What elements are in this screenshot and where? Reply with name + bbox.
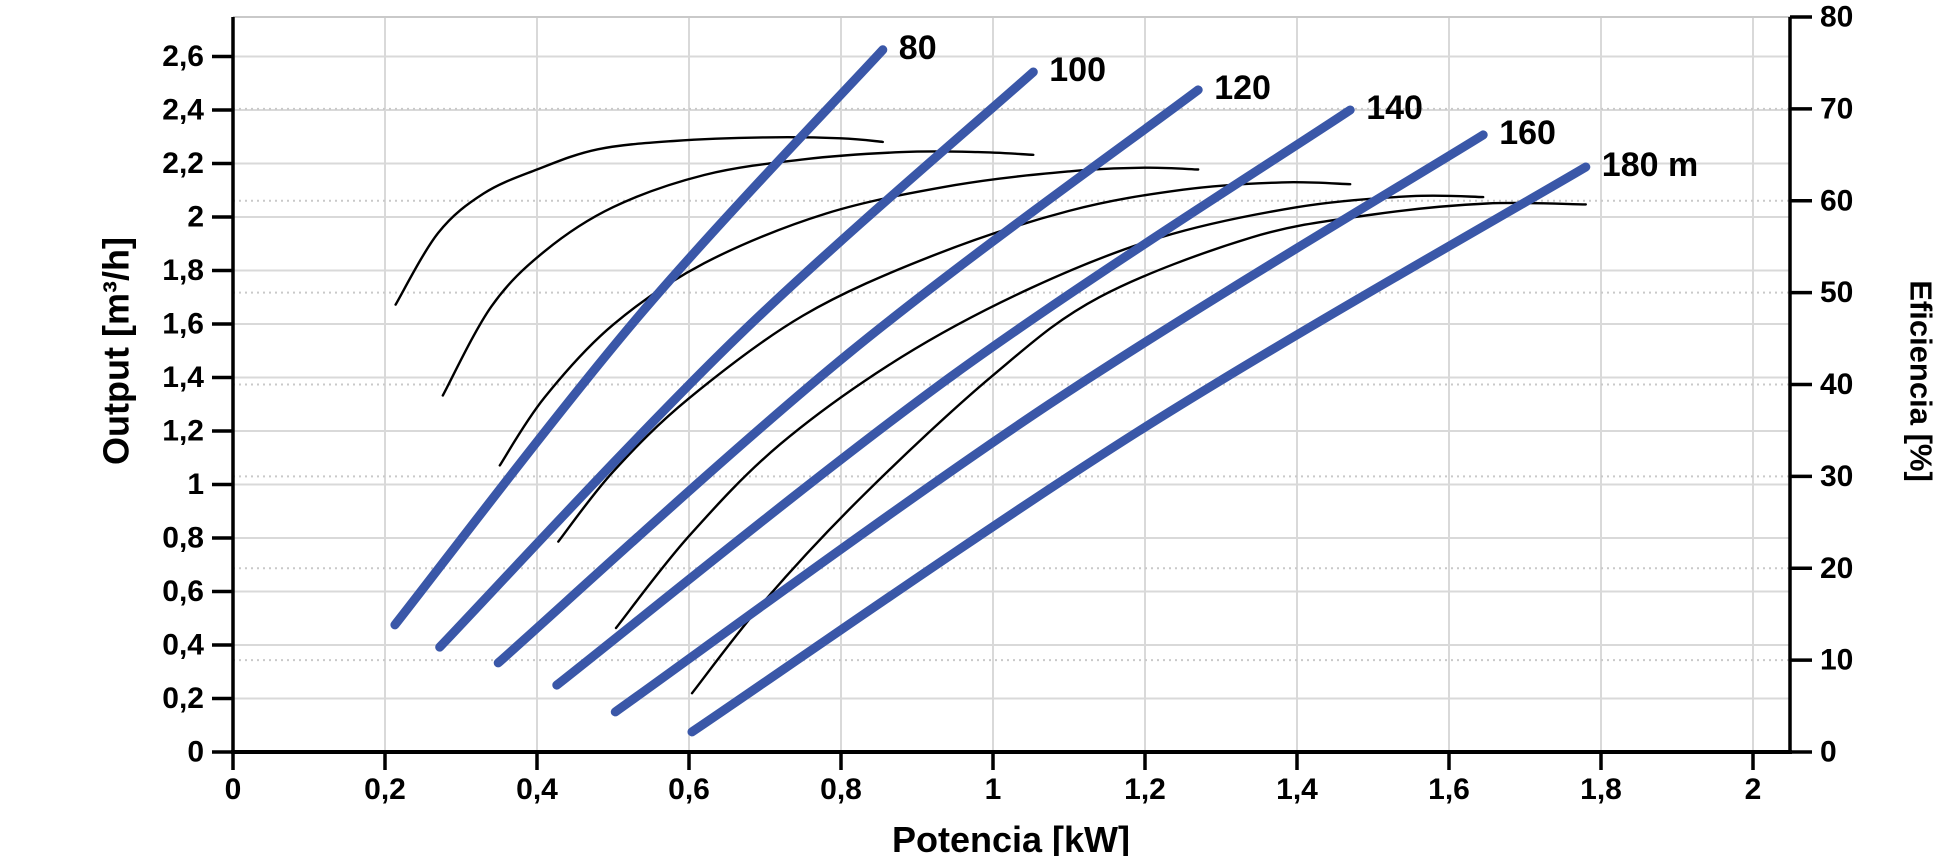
y-left-tick-label: 1 [187,468,204,501]
efficiency-curve-80 [394,136,884,306]
head-curve-100 [435,67,1038,652]
y-axis-left-title: Output [m³/h] [96,237,137,465]
head-curve-160 [610,130,1488,717]
y-right-tick-label: 50 [1820,276,1853,309]
y-axis-right-title: Eficiencia [%] [1904,280,1939,482]
efficiency-curve-120 [498,166,1200,467]
y-right-tick-label: 60 [1820,184,1853,217]
head-curve-120 [493,85,1203,668]
x-tick-label: 0,2 [364,773,406,806]
y-right-tick-label: 10 [1820,644,1853,677]
y-left-tick-label: 2,6 [162,40,204,73]
y-left-tick-label: 2 [187,201,204,234]
head-curves [390,45,1591,737]
y-left-tick-label: 0 [187,736,204,769]
y-right-tick-label: 80 [1820,1,1853,34]
x-tick-label: 0,8 [820,773,862,806]
y-left-tick-label: 1,8 [162,254,204,287]
efficiency-curve-160 [614,194,1485,630]
y-left-tick-label: 1,4 [162,361,204,394]
head-curve-label-160: 160 [1499,114,1556,152]
x-tick-label: 0 [225,773,242,806]
x-tick-label: 1 [985,773,1002,806]
y-right-tick-label: 20 [1820,552,1853,585]
head-curve-80 [390,45,888,630]
head-curve-180 [687,162,1591,737]
x-tick-label: 1,8 [1580,773,1622,806]
y-left-tick-label: 0,4 [162,629,204,662]
x-tick-label: 1,2 [1124,773,1166,806]
y-left-tick-label: 1,6 [162,308,204,341]
head-curve-label-100: 100 [1049,51,1106,89]
x-tick-label: 1,4 [1276,773,1318,806]
y-right-tick-label: 0 [1820,736,1837,769]
ticks-and-labels: 0 0,2 0,4 0,6 0,8 1 1,2 1,4 1,6 1,8 2 2,2 2,4 2,6 0 0,2… [162,1,1853,806]
y-left-tick-label: 1,2 [162,415,204,448]
x-tick-label: 2 [1745,773,1762,806]
y-left-tick-label: 0,6 [162,575,204,608]
x-tick-label: 0,6 [668,773,710,806]
y-left-tick-label: 2,2 [162,147,204,180]
head-curve-label-180: 180 m [1602,146,1698,184]
y-left-tick-label: 0,2 [162,682,204,715]
head-curve-140 [552,105,1355,690]
y-right-tick-label: 30 [1820,460,1853,493]
head-curve-label-140: 140 [1366,89,1423,127]
efficiency-curve-180 [690,201,1587,695]
axis-titles: Potencia [kW] Output [m³/h] Eficiencia [%] [96,237,1939,856]
head-curve-labels: 80 100 120 140 160 180 m [899,29,1698,184]
y-left-tick-label: 0,8 [162,522,204,555]
head-curve-label-120: 120 [1214,69,1271,107]
y-right-tick-label: 70 [1820,92,1853,125]
y-left-tick-label: 2,4 [162,94,204,127]
x-axis-title: Potencia [kW] [892,819,1130,856]
y-right-tick-label: 40 [1820,368,1853,401]
x-tick-label: 0,4 [516,773,558,806]
head-curve-label-80: 80 [899,29,937,67]
x-tick-label: 1,6 [1428,773,1470,806]
